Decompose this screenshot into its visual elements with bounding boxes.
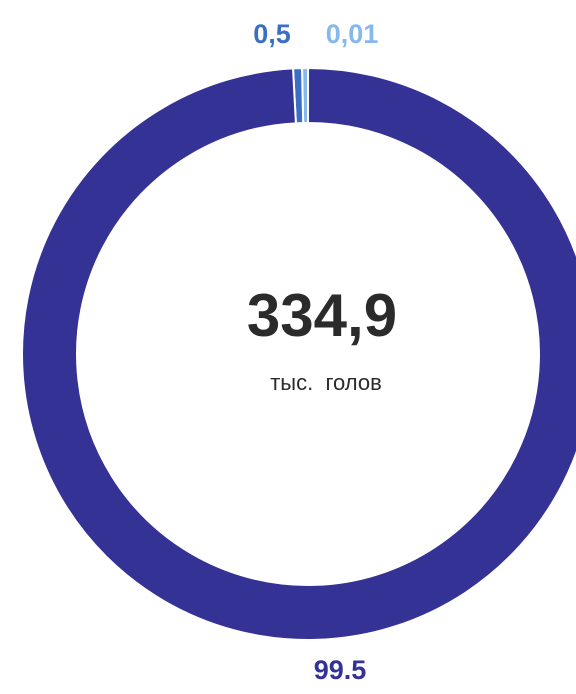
donut-segment bbox=[21, 66, 576, 641]
center-value: 334,9 bbox=[247, 282, 397, 349]
value-label: 0,01 bbox=[326, 19, 379, 49]
value-label: 0,5 bbox=[253, 19, 291, 49]
center-label: тыс. голов bbox=[270, 370, 382, 395]
value-label: 99.5 bbox=[314, 655, 367, 685]
